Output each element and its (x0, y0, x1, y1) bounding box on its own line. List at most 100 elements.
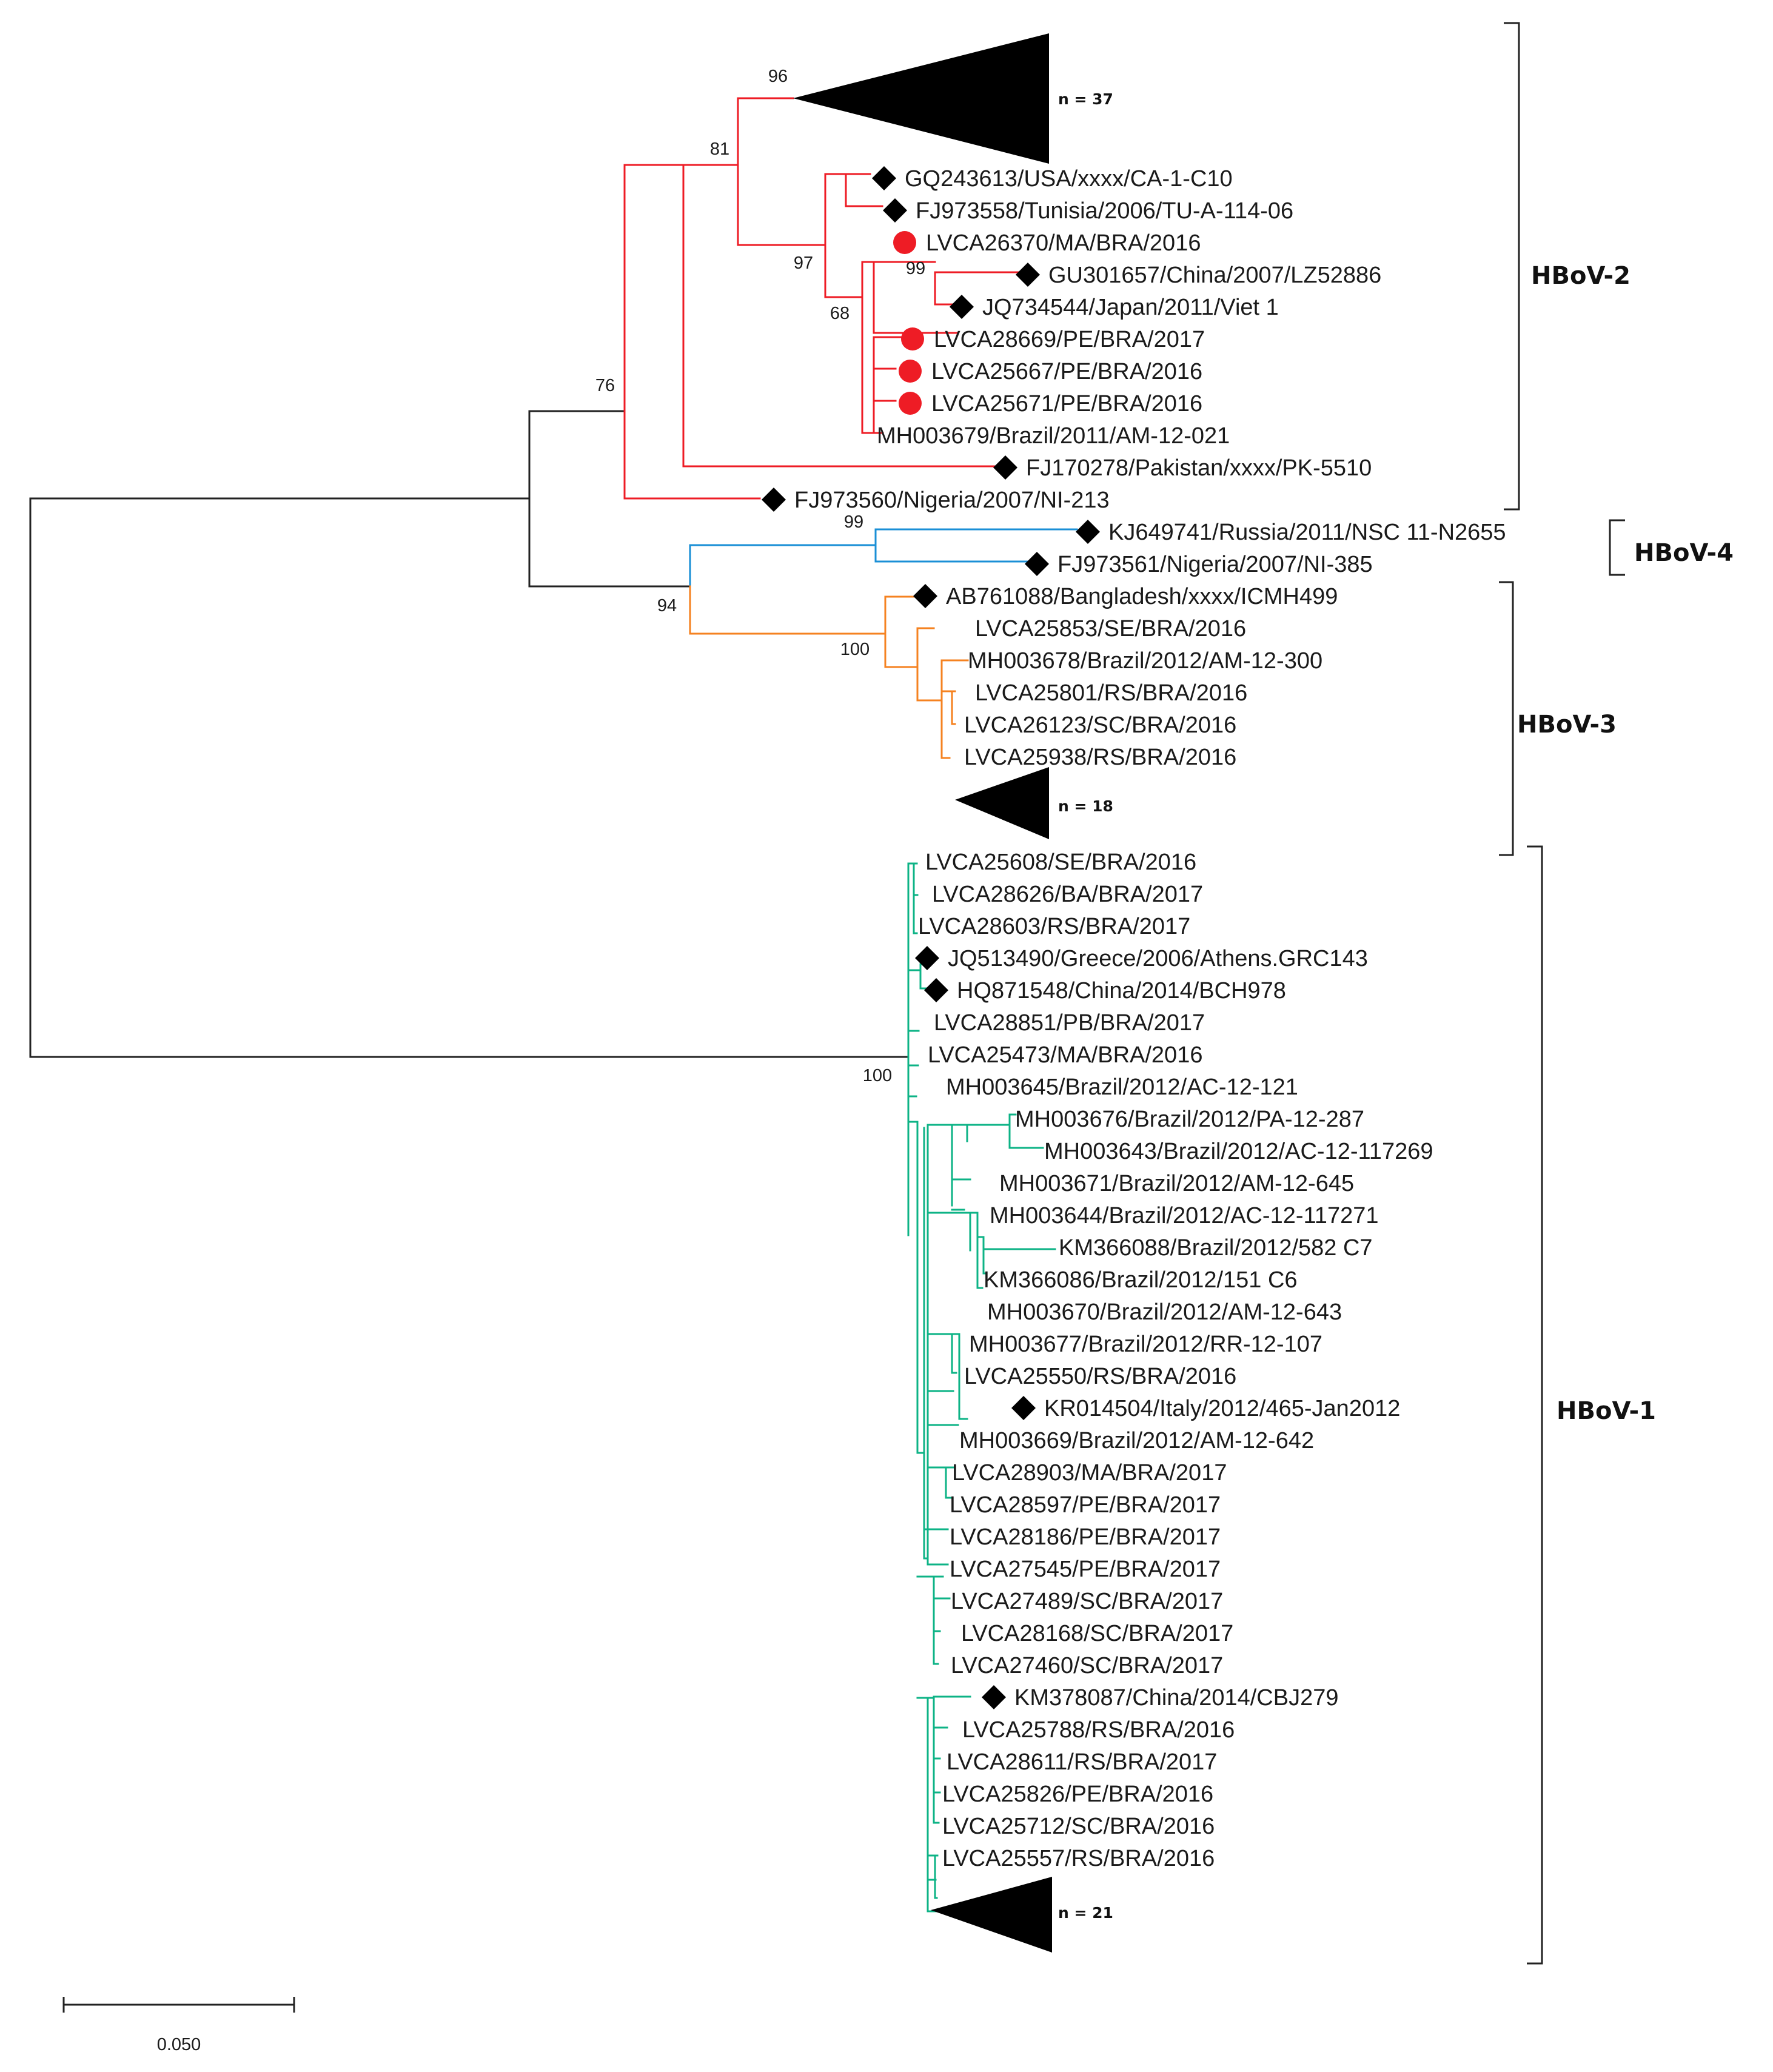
clade-group-label: HBoV-1 (1557, 1397, 1656, 1425)
leaf-label: LVCA25853/SE/BRA/2016 (975, 616, 1246, 642)
reference-diamond-marker (762, 488, 786, 512)
collapsed-clade-triangle (931, 1877, 1052, 1953)
count-labels: n = 37 n = 18 n = 21 (1058, 90, 1113, 1922)
leaf-label: MH003671/Brazil/2012/AM-12-645 (999, 1171, 1354, 1196)
leaf-label: GQ243613/USA/xxxx/CA-1-C10 (905, 166, 1233, 192)
collapsed-clade-count: n = 37 (1058, 90, 1113, 108)
collapsed-clade-triangle (793, 33, 1049, 164)
leaf-label: LVCA25550/RS/BRA/2016 (964, 1364, 1236, 1389)
hbov4-branches (689, 528, 1078, 588)
bracket-hbov3 (1499, 581, 1514, 856)
study-sample-marker (899, 392, 922, 415)
collapsed-clades (793, 33, 1052, 1953)
leaf-label: LVCA26123/SC/BRA/2016 (964, 712, 1236, 738)
reference-diamond-marker (924, 978, 948, 1002)
leaf-label: MH003670/Brazil/2012/AM-12-643 (987, 1299, 1342, 1325)
leaf-label: LVCA25801/RS/BRA/2016 (975, 680, 1247, 706)
leaf-label: KM366086/Brazil/2012/151 C6 (984, 1267, 1298, 1293)
leaf-label: LVCA25473/MA/BRA/2016 (928, 1042, 1202, 1068)
reference-diamond-marker (915, 946, 939, 970)
leaf-label: AB761088/Bangladesh/xxxx/ICMH499 (946, 584, 1338, 609)
bracket-hbov2 (1504, 22, 1520, 511)
leaf-label: LVCA28851/PB/BRA/2017 (934, 1010, 1205, 1036)
leaf-label: GU301657/China/2007/LZ52886 (1048, 263, 1381, 288)
leaf-label: MH003679/Brazil/2011/AM-12-021 (877, 423, 1230, 449)
leaf-label: LVCA25557/RS/BRA/2016 (942, 1846, 1215, 1871)
leaf-label: FJ973558/Tunisia/2006/TU-A-114-06 (916, 198, 1293, 224)
leaf-label: JQ513490/Greece/2006/Athens.GRC143 (948, 946, 1368, 971)
leaf-label: LVCA26370/MA/BRA/2016 (926, 230, 1201, 256)
reference-diamond-marker (1076, 520, 1100, 544)
leaf-label: KJ649741/Russia/2011/NSC 11-N2655 (1108, 520, 1506, 545)
clade-group-label: HBoV-4 (1634, 539, 1734, 567)
bootstrap-value: 81 (710, 139, 729, 159)
leaf-label: KR014504/Italy/2012/465-Jan2012 (1044, 1396, 1400, 1421)
leaf-label: MH003643/Brazil/2012/AC-12-117269 (1044, 1139, 1433, 1164)
leaf-label: LVCA28669/PE/BRA/2017 (934, 327, 1205, 352)
leaf-label: LVCA28168/SC/BRA/2017 (961, 1621, 1233, 1646)
clade-group-label: HBoV-3 (1517, 711, 1617, 739)
study-sample-marker (901, 327, 924, 350)
leaf-label: LVCA28611/RS/BRA/2017 (947, 1749, 1217, 1775)
leaf-label: FJ973561/Nigeria/2007/NI-385 (1057, 552, 1373, 577)
group-labels: HBoV-2 HBoV-4 HBoV-3 HBoV-1 (1517, 262, 1734, 1425)
leaf-label: MH003669/Brazil/2012/AM-12-642 (959, 1428, 1314, 1453)
collapsed-clade-count: n = 21 (1058, 1904, 1113, 1922)
leaf-label: LVCA28903/MA/BRA/2017 (952, 1460, 1227, 1486)
leaf-label: MH003645/Brazil/2012/AC-12-121 (946, 1075, 1298, 1100)
leaf-label: KM366088/Brazil/2012/582 C7 (1059, 1235, 1373, 1261)
bootstrap-value: 76 (595, 376, 615, 395)
reference-diamond-marker (950, 295, 974, 319)
reference-diamond-marker (993, 455, 1017, 480)
leaf-label: MH003677/Brazil/2012/RR-12-107 (969, 1332, 1322, 1357)
leaf-label: LVCA25712/SC/BRA/2016 (942, 1814, 1215, 1839)
reference-diamond-marker (872, 166, 896, 190)
bracket-hbov1 (1527, 845, 1543, 1965)
leaf-label: MH003676/Brazil/2012/PA-12-287 (1015, 1107, 1364, 1132)
root-branches (29, 410, 910, 1058)
leaf-label: LVCA27545/PE/BRA/2017 (950, 1557, 1221, 1582)
leaf-label: LVCA25788/RS/BRA/2016 (962, 1717, 1235, 1743)
bracket-hbov4 (1609, 519, 1625, 576)
leaf-label: LVCA28603/RS/BRA/2017 (918, 914, 1190, 939)
leaf-label: LVCA28597/PE/BRA/2017 (950, 1492, 1221, 1518)
leaf-label: LVCA25667/PE/BRA/2016 (931, 359, 1202, 384)
bootstrap-value: 100 (840, 640, 870, 659)
leaf-label: HQ871548/China/2014/BCH978 (957, 978, 1286, 1004)
reference-diamond-marker (1011, 1396, 1036, 1420)
bootstrap-value: 100 (863, 1066, 892, 1085)
bootstrap-value: 99 (844, 512, 863, 532)
clade-group-label: HBoV-2 (1531, 262, 1631, 290)
leaf-label: LVCA28626/BA/BRA/2017 (932, 882, 1203, 907)
leaf-label: LVCA25671/PE/BRA/2016 (931, 391, 1202, 417)
leaf-label: LVCA25608/SE/BRA/2016 (925, 850, 1196, 875)
reference-diamond-marker (1025, 552, 1049, 576)
leaf-label: FJ973560/Nigeria/2007/NI-213 (794, 488, 1110, 513)
collapsed-clade-triangle (955, 767, 1049, 839)
bootstrap-labels: 96 81 97 99 68 76 99 94 100 100 (595, 67, 925, 1085)
reference-diamond-marker (913, 584, 937, 608)
leaf-labels: GQ243613/USA/xxxx/CA-1-C10 FJ973558/Tunis… (794, 166, 1506, 1871)
markers (762, 166, 1100, 1709)
study-sample-marker (893, 231, 916, 254)
collapsed-clade-count: n = 18 (1058, 797, 1113, 815)
bootstrap-value: 94 (657, 596, 677, 615)
leaf-label: MH003678/Brazil/2012/AM-12-300 (968, 648, 1322, 674)
reference-diamond-marker (1016, 263, 1040, 287)
leaf-label: KM378087/China/2014/CBJ279 (1014, 1685, 1339, 1711)
reference-diamond-marker (982, 1685, 1006, 1709)
bootstrap-value: 97 (794, 253, 813, 273)
leaf-label: MH003644/Brazil/2012/AC-12-117271 (990, 1203, 1378, 1229)
leaf-label: LVCA27460/SC/BRA/2017 (951, 1653, 1223, 1678)
leaf-label: LVCA25826/PE/BRA/2016 (942, 1782, 1213, 1807)
scale-bar-label: 0.050 (157, 2035, 201, 2054)
clade-brackets (1499, 22, 1625, 1965)
bootstrap-value: 99 (906, 259, 925, 278)
leaf-label: LVCA28186/PE/BRA/2017 (950, 1524, 1221, 1550)
leaf-label: LVCA27489/SC/BRA/2017 (951, 1589, 1223, 1614)
hbov3-branches (689, 585, 969, 759)
study-sample-marker (899, 360, 922, 383)
leaf-label: JQ734544/Japan/2011/Viet 1 (982, 295, 1279, 320)
reference-diamond-marker (883, 198, 907, 223)
